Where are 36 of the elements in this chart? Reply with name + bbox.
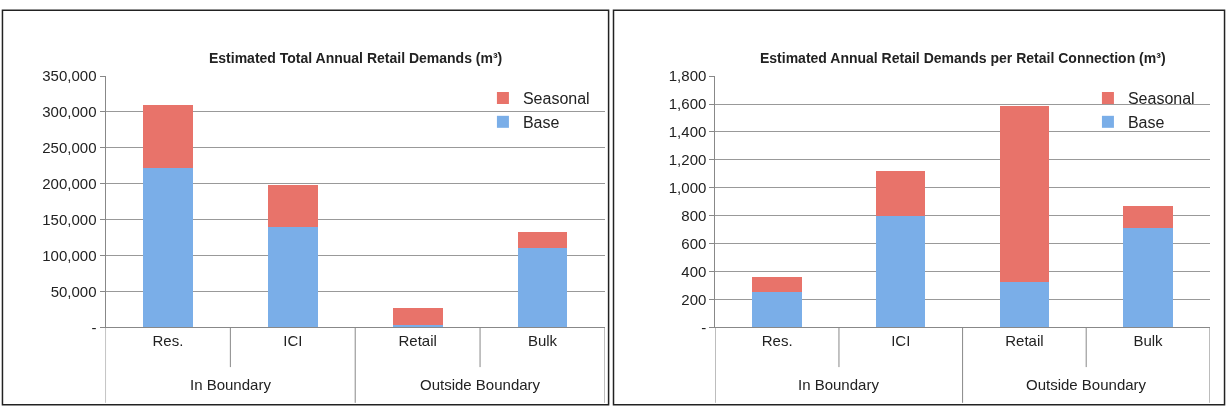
y-tick-label: - [91, 318, 97, 336]
y-tick-label: 1,200 [668, 151, 707, 169]
chart-title: Estimated Total Annual Retail Demands (m³) [209, 50, 503, 66]
y-tick-label: 1,600 [668, 95, 707, 113]
x-tick-label: Res. [152, 332, 184, 350]
text: In Boundary [190, 376, 272, 393]
text: Outside Boundary [1026, 376, 1147, 393]
y-tick-label: 150,000 [42, 210, 97, 228]
text: In Boundary [798, 376, 880, 393]
chart-title: Estimated Annual Retail Demands per Retail Connection (m³) [760, 50, 1166, 66]
x-tick-label: Res. [761, 332, 793, 350]
y-tick-label: 1,400 [668, 123, 707, 141]
y-tick-label: 800 [681, 206, 707, 224]
y-tick-label: 200,000 [42, 175, 97, 193]
x-tick-label: ICI [891, 332, 911, 350]
y-tick-label: 400 [681, 262, 707, 280]
legend-label: Seasonal [522, 90, 590, 108]
y-tick-label: 200 [681, 290, 707, 308]
legend-label: Base [1127, 114, 1165, 132]
legend-label: Base [522, 114, 560, 132]
text: Outside Boundary [420, 376, 541, 393]
y-tick-label: 300,000 [42, 103, 97, 121]
y-tick-label: - [701, 318, 707, 336]
y-tick-label: 250,000 [42, 139, 97, 157]
y-tick-label: 600 [681, 234, 707, 252]
x-tick-label: Retail [398, 332, 437, 350]
x-tick-label: ICI [283, 332, 303, 350]
x-tick-label: Retail [1005, 332, 1044, 350]
y-tick-label: 1,800 [668, 67, 707, 85]
y-tick-label: 100,000 [42, 246, 97, 264]
x-tick-label: Bulk [1133, 332, 1164, 350]
y-tick-label: 50,000 [50, 282, 97, 300]
y-tick-label: 350,000 [42, 67, 97, 85]
x-tick-label: Bulk [527, 332, 558, 350]
legend-label: Seasonal [1127, 90, 1195, 108]
y-tick-label: 1,000 [668, 179, 707, 197]
